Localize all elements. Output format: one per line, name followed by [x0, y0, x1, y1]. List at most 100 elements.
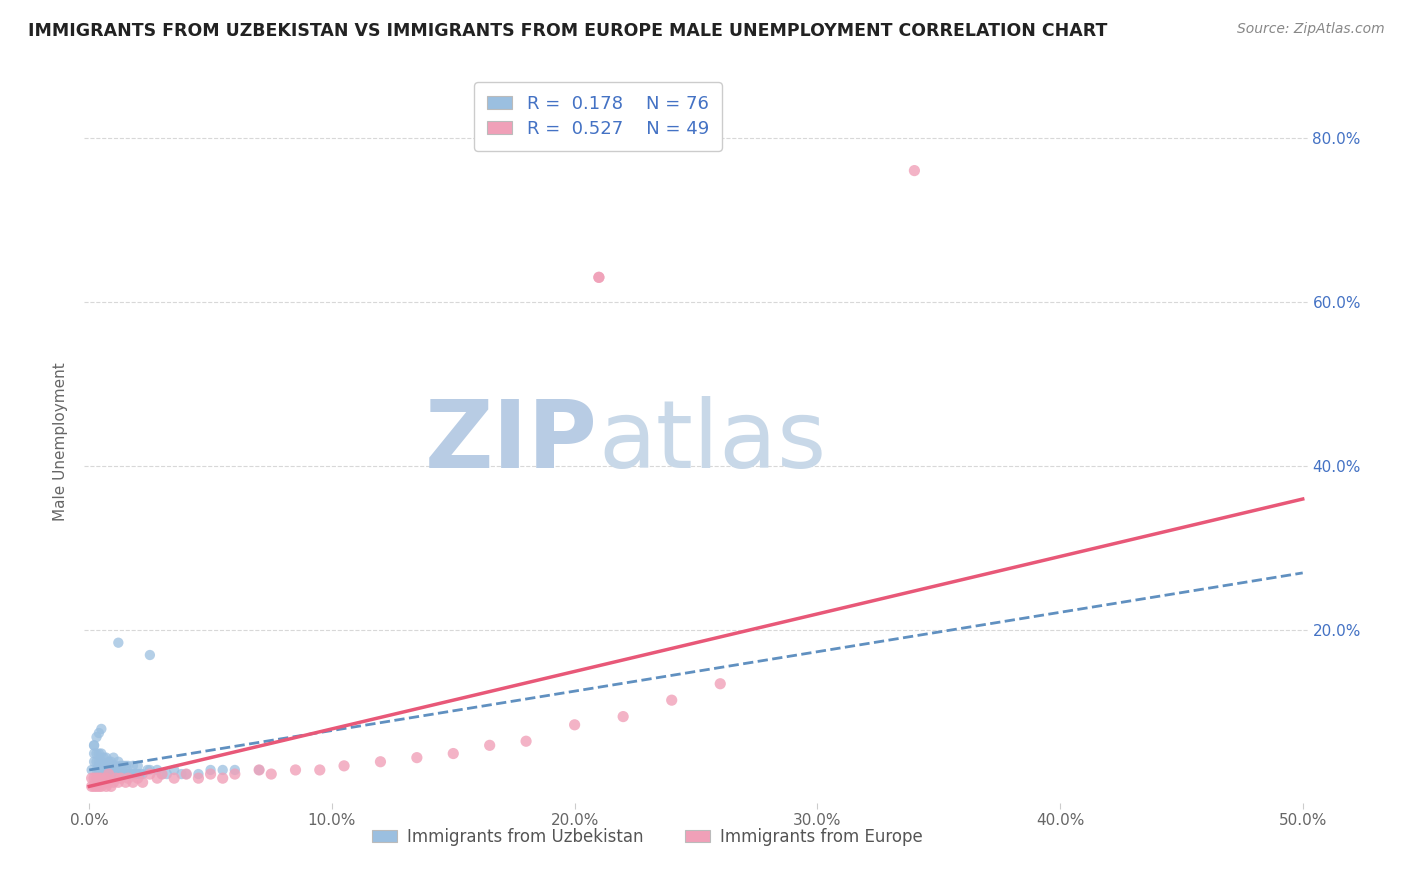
Point — [87, 755, 110, 769]
Point — [903, 163, 925, 178]
Point — [90, 780, 112, 794]
Point — [163, 763, 186, 777]
Point — [110, 759, 132, 773]
Point — [174, 767, 197, 781]
Point — [112, 767, 135, 781]
Point — [104, 771, 127, 785]
Point — [100, 780, 122, 794]
Point — [211, 771, 233, 785]
Point — [117, 771, 139, 785]
Point — [187, 767, 209, 781]
Point — [284, 763, 307, 777]
Point — [129, 767, 152, 781]
Point — [90, 755, 112, 769]
Point — [93, 775, 115, 789]
Point — [83, 739, 105, 753]
Point — [86, 747, 108, 761]
Point — [661, 693, 683, 707]
Point — [131, 775, 153, 789]
Point — [87, 771, 110, 785]
Point — [103, 775, 125, 789]
Point — [441, 747, 464, 761]
Point — [122, 767, 145, 781]
Point — [93, 767, 115, 781]
Point — [117, 767, 139, 781]
Point — [87, 763, 110, 777]
Point — [187, 771, 209, 785]
Point — [588, 270, 610, 285]
Point — [86, 780, 108, 794]
Point — [107, 775, 129, 789]
Point — [87, 759, 110, 773]
Point — [127, 767, 149, 781]
Point — [127, 771, 149, 785]
Point — [90, 722, 112, 736]
Point — [103, 767, 125, 781]
Point — [83, 747, 105, 761]
Point — [103, 750, 125, 764]
Point — [80, 780, 103, 794]
Point — [478, 739, 501, 753]
Point — [90, 747, 112, 761]
Point — [97, 767, 120, 781]
Point — [146, 763, 169, 777]
Point — [96, 771, 118, 785]
Point — [104, 759, 127, 773]
Point — [90, 771, 112, 785]
Point — [97, 763, 120, 777]
Point — [87, 747, 110, 761]
Point — [612, 709, 634, 723]
Text: atlas: atlas — [598, 395, 827, 488]
Point — [588, 270, 610, 285]
Point — [107, 755, 129, 769]
Point — [150, 767, 173, 781]
Point — [308, 763, 330, 777]
Point — [87, 767, 110, 781]
Point — [103, 759, 125, 773]
Point — [110, 771, 132, 785]
Point — [86, 771, 108, 785]
Point — [83, 771, 105, 785]
Point — [174, 767, 197, 781]
Point — [80, 763, 103, 777]
Point — [150, 767, 173, 781]
Legend: Immigrants from Uzbekistan, Immigrants from Europe: Immigrants from Uzbekistan, Immigrants f… — [366, 821, 929, 852]
Point — [124, 767, 146, 781]
Point — [86, 755, 108, 769]
Point — [103, 763, 125, 777]
Point — [96, 780, 118, 794]
Point — [86, 771, 108, 785]
Point — [97, 767, 120, 781]
Point — [86, 763, 108, 777]
Point — [96, 763, 118, 777]
Point — [93, 750, 115, 764]
Point — [90, 767, 112, 781]
Point — [224, 767, 246, 781]
Point — [104, 767, 127, 781]
Point — [90, 763, 112, 777]
Point — [224, 763, 246, 777]
Point — [100, 763, 122, 777]
Point — [156, 767, 179, 781]
Text: Source: ZipAtlas.com: Source: ZipAtlas.com — [1237, 22, 1385, 37]
Point — [709, 677, 731, 691]
Point — [90, 771, 112, 785]
Point — [86, 730, 108, 744]
Point — [83, 755, 105, 769]
Point — [114, 775, 136, 789]
Point — [93, 759, 115, 773]
Point — [120, 767, 142, 781]
Point — [117, 759, 139, 773]
Point — [93, 763, 115, 777]
Text: IMMIGRANTS FROM UZBEKISTAN VS IMMIGRANTS FROM EUROPE MALE UNEMPLOYMENT CORRELATI: IMMIGRANTS FROM UZBEKISTAN VS IMMIGRANTS… — [28, 22, 1108, 40]
Point — [107, 767, 129, 781]
Point — [97, 775, 120, 789]
Point — [114, 767, 136, 781]
Point — [131, 767, 153, 781]
Point — [83, 739, 105, 753]
Point — [136, 763, 159, 777]
Point — [170, 767, 193, 781]
Point — [122, 775, 145, 789]
Point — [97, 755, 120, 769]
Point — [200, 763, 222, 777]
